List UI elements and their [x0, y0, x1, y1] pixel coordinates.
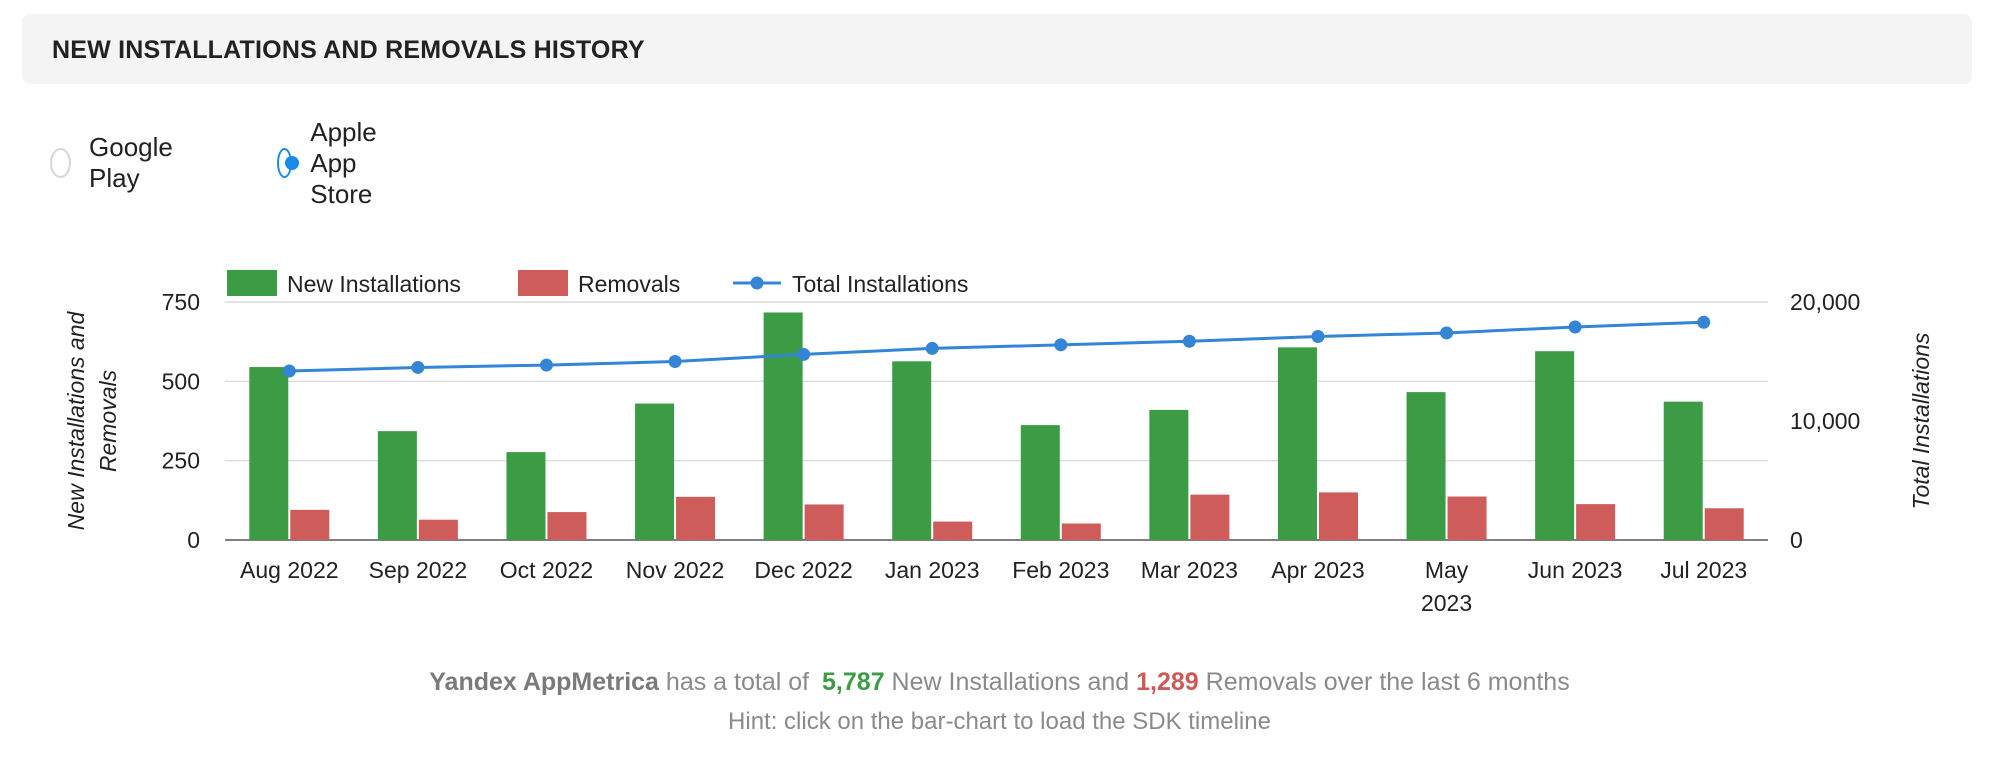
bar-new-installations	[1535, 351, 1575, 540]
x-tick-label: Sep 2022	[369, 557, 467, 583]
x-tick-label: Oct 2022	[500, 557, 593, 583]
point-total-installations	[1182, 334, 1196, 348]
summary-brand: Yandex AppMetrica	[429, 668, 659, 696]
bar-removals	[547, 512, 587, 540]
bar-new-installations	[635, 403, 675, 540]
x-tick-label: Feb 2023	[1012, 557, 1109, 583]
bar-new-installations	[1020, 425, 1060, 540]
point-total-installations	[1440, 326, 1454, 340]
bar-new-installations	[506, 452, 546, 540]
hint-text: Hint: click on the bar-chart to load the…	[728, 708, 1271, 735]
x-tick-label: Jul 2023	[1660, 557, 1747, 583]
summary-text-2: New Installations and	[891, 668, 1130, 696]
bar-removals	[418, 519, 458, 540]
summary-line: Yandex AppMetrica has a total of 5,787 N…	[0, 668, 1999, 697]
x-tick-label: Dec 2022	[754, 557, 852, 583]
legend-swatch-new-installations	[227, 270, 277, 296]
bar-new-installations	[763, 312, 803, 540]
bar-new-installations	[1406, 392, 1446, 540]
bar-new-installations	[1149, 409, 1189, 540]
y-tick-label-right: 20,000	[1790, 289, 1860, 315]
y-tick-label-right: 0	[1790, 527, 1803, 553]
point-total-installations	[668, 355, 682, 368]
bar-removals	[933, 521, 973, 540]
bar-removals	[804, 504, 844, 540]
x-tick-label: Jun 2023	[1528, 557, 1623, 583]
radio-label-google-play: Google Play	[89, 132, 173, 193]
y-axis-title-right: Total Installations	[1908, 332, 1934, 509]
x-tick-label: Nov 2022	[626, 557, 724, 583]
radio-google-play[interactable]: Google Play	[50, 132, 182, 193]
legend-label-removals: Removals	[578, 271, 680, 297]
point-total-installations	[411, 360, 425, 374]
y-tick-label-right: 10,000	[1790, 408, 1860, 434]
bar-new-installations	[377, 431, 417, 540]
section-title: NEW INSTALLATIONS AND REMOVALS HISTORY	[52, 36, 645, 64]
summary-text-3: Removals over the last 6 months	[1205, 668, 1570, 696]
radio-circle-apple-app-store[interactable]	[277, 148, 300, 178]
x-tick-label: Jan 2023	[885, 557, 980, 583]
y-tick-label-left: 0	[187, 527, 200, 553]
x-tick-label: 2023	[1421, 590, 1472, 616]
radio-circle-google-play[interactable]	[50, 148, 72, 178]
section-header: NEW INSTALLATIONS AND REMOVALS HISTORY	[22, 14, 1972, 84]
bar-removals	[1447, 496, 1487, 540]
legend-label-new-installations: New Installations	[287, 271, 461, 297]
point-total-installations	[797, 347, 811, 361]
y-axis-title-left-line-2: Removals	[95, 369, 121, 472]
legend-swatch-removals	[518, 270, 568, 296]
line-total-installations	[289, 320, 1704, 373]
bar-new-installations	[1277, 347, 1317, 540]
x-tick-label: Aug 2022	[240, 557, 338, 583]
legend-label-total-installations: Total Installations	[792, 271, 968, 297]
radio-apple-app-store[interactable]: Apple App Store	[277, 117, 392, 209]
bar-removals	[676, 496, 716, 540]
x-tick-label: Apr 2023	[1271, 557, 1364, 583]
point-total-installations	[539, 358, 553, 372]
bar-new-installations	[1663, 401, 1703, 540]
point-total-installations	[1568, 320, 1582, 334]
bar-new-installations	[892, 361, 932, 540]
point-total-installations	[1054, 338, 1068, 352]
x-tick-label: Mar 2023	[1141, 557, 1238, 583]
bar-new-installations	[249, 367, 289, 540]
summary-installs-count: 5,787	[822, 668, 885, 696]
bar-removals	[1190, 494, 1230, 540]
bar-removals	[1318, 492, 1358, 540]
point-total-installations	[282, 364, 296, 378]
legend-marker-total-installations	[750, 276, 764, 290]
y-axis-title-left-line-1: New Installations and	[63, 310, 89, 530]
point-total-installations	[1697, 315, 1711, 329]
bar-removals	[290, 509, 330, 540]
point-total-installations	[925, 341, 939, 355]
y-tick-label-left: 250	[162, 448, 200, 474]
bar-removals	[1061, 523, 1101, 540]
bar-removals	[1704, 508, 1744, 540]
point-total-installations	[1311, 330, 1325, 344]
installations-chart[interactable]: 0 250 500 750 0 10,000 20,000 New Installations…	[0, 0, 1999, 640]
y-tick-label-left: 750	[162, 289, 200, 315]
summary-text-1: has a total of	[665, 668, 810, 696]
radio-label-apple-app-store: Apple App Store	[310, 116, 377, 209]
bar-removals	[1576, 504, 1616, 540]
summary-removals-count: 1,289	[1136, 668, 1199, 696]
x-tick-label: May	[1425, 557, 1469, 583]
y-tick-label-left: 500	[162, 368, 200, 394]
